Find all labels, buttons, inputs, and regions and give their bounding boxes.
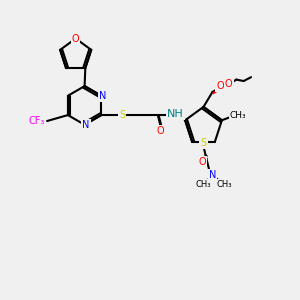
Text: CH₃: CH₃ xyxy=(230,111,247,120)
Text: O: O xyxy=(72,34,80,44)
Text: S: S xyxy=(119,110,125,120)
Text: CH₃: CH₃ xyxy=(196,180,211,189)
Text: O: O xyxy=(157,126,165,136)
Text: CH₃: CH₃ xyxy=(217,180,232,189)
Text: CF₃: CF₃ xyxy=(28,116,45,126)
Text: N: N xyxy=(209,170,216,180)
Text: N: N xyxy=(99,91,106,101)
Text: O: O xyxy=(225,79,232,89)
Text: O: O xyxy=(216,81,224,91)
Text: NH: NH xyxy=(167,109,184,118)
Text: S: S xyxy=(200,138,207,148)
Text: N: N xyxy=(82,120,90,130)
Text: O: O xyxy=(198,157,206,167)
